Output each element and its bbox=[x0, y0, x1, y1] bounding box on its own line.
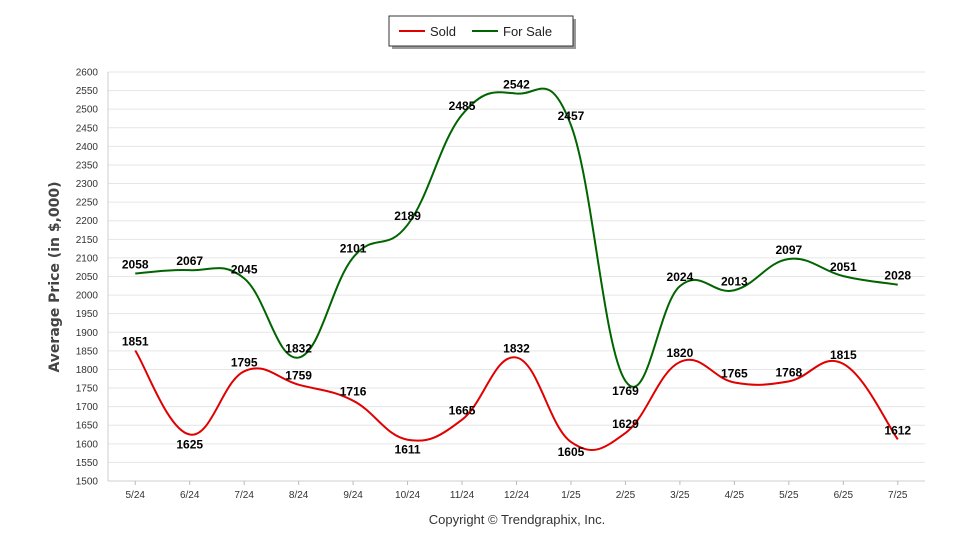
x-tick-label: 3/25 bbox=[670, 490, 690, 501]
y-tick-label: 1950 bbox=[76, 309, 99, 320]
series-line-for-sale bbox=[135, 87, 898, 388]
data-label: 1665 bbox=[449, 404, 476, 418]
y-tick-label: 2100 bbox=[76, 253, 99, 264]
y-tick-label: 2500 bbox=[76, 105, 99, 116]
y-tick-label: 2550 bbox=[76, 86, 99, 97]
x-tick-label: 1/25 bbox=[561, 490, 581, 501]
x-tick-label: 9/24 bbox=[343, 490, 363, 501]
y-tick-label: 2000 bbox=[76, 291, 99, 302]
data-label: 1765 bbox=[721, 366, 748, 380]
x-tick-label: 7/25 bbox=[888, 490, 908, 501]
data-label: 2045 bbox=[231, 262, 258, 276]
data-labels: 1851 1625 1795 1759 1716 1611 1665 1832 1605 1629… bbox=[122, 78, 912, 459]
y-tick-label: 1800 bbox=[76, 365, 99, 376]
data-label: 2024 bbox=[667, 270, 694, 284]
y-tick-label: 2300 bbox=[76, 179, 99, 190]
x-tick-label: 5/24 bbox=[125, 490, 145, 501]
data-label: 2013 bbox=[721, 274, 748, 288]
data-label: 2457 bbox=[558, 109, 585, 123]
data-label: 1605 bbox=[558, 445, 585, 459]
data-label: 2028 bbox=[884, 269, 911, 283]
grid bbox=[108, 71, 925, 482]
x-tick-label: 11/24 bbox=[450, 490, 475, 501]
data-label: 1716 bbox=[340, 385, 367, 399]
data-label: 1625 bbox=[176, 438, 203, 452]
x-tick-label: 7/24 bbox=[234, 490, 254, 501]
y-tick-label: 2200 bbox=[76, 216, 99, 227]
data-label: 1832 bbox=[285, 342, 312, 356]
x-tick-label: 4/25 bbox=[725, 490, 745, 501]
data-label: 1759 bbox=[285, 369, 312, 383]
data-label: 1768 bbox=[775, 365, 802, 379]
y-tick-label: 1850 bbox=[76, 346, 99, 357]
data-label: 2101 bbox=[340, 242, 367, 256]
x-tick-label: 12/24 bbox=[504, 490, 529, 501]
y-axis-label: Average Price (in $,000) bbox=[47, 181, 63, 372]
data-label: 1629 bbox=[612, 417, 639, 431]
data-label: 2058 bbox=[122, 258, 149, 272]
x-tick-label: 5/25 bbox=[779, 490, 799, 501]
data-label: 2189 bbox=[394, 209, 421, 223]
x-tick-label: 6/25 bbox=[834, 490, 854, 501]
axes: 1500 1550 1600 1650 1700 1750 1800 1850 1900 1950… bbox=[76, 68, 925, 501]
x-tick-label: 10/24 bbox=[395, 490, 420, 501]
series-lines bbox=[134, 87, 899, 451]
data-label: 1815 bbox=[830, 348, 857, 362]
y-tick-label: 1500 bbox=[76, 477, 99, 488]
data-label: 1612 bbox=[884, 423, 911, 437]
y-tick-label: 2450 bbox=[76, 123, 99, 134]
y-tick-label: 2350 bbox=[76, 160, 99, 171]
legend: Sold For Sale bbox=[388, 15, 576, 49]
data-label: 2485 bbox=[449, 99, 476, 113]
y-tick-label: 1600 bbox=[76, 439, 99, 450]
data-label: 2051 bbox=[830, 260, 857, 274]
y-tick-label: 1650 bbox=[76, 421, 99, 432]
data-label: 1820 bbox=[667, 346, 694, 360]
y-tick-label: 2400 bbox=[76, 142, 99, 153]
data-label: 1832 bbox=[503, 342, 530, 356]
legend-label-for-sale: For Sale bbox=[503, 24, 552, 39]
data-label: 1611 bbox=[395, 443, 421, 457]
data-label: 2067 bbox=[176, 254, 203, 268]
y-tick-label: 1750 bbox=[76, 384, 99, 395]
data-label: 2542 bbox=[503, 78, 530, 92]
legend-label-sold: Sold bbox=[430, 24, 456, 39]
y-tick-label: 2600 bbox=[76, 68, 99, 79]
data-label: 1851 bbox=[122, 334, 149, 348]
series-line-sold bbox=[134, 349, 899, 451]
y-tick-label: 2150 bbox=[76, 235, 99, 246]
y-tick-label: 2250 bbox=[76, 198, 99, 209]
data-label: 1769 bbox=[612, 384, 639, 398]
x-tick-label: 2/25 bbox=[616, 490, 636, 501]
copyright-text: Copyright © Trendgraphix, Inc. bbox=[429, 512, 606, 527]
data-label: 1795 bbox=[231, 355, 258, 369]
x-tick-label: 8/24 bbox=[289, 490, 309, 501]
data-label: 2097 bbox=[775, 243, 802, 257]
x-tick-label: 6/24 bbox=[180, 490, 200, 501]
y-tick-label: 1900 bbox=[76, 328, 99, 339]
y-tick-label: 2050 bbox=[76, 272, 99, 283]
y-tick-label: 1550 bbox=[76, 458, 99, 469]
y-tick-label: 1700 bbox=[76, 402, 99, 413]
